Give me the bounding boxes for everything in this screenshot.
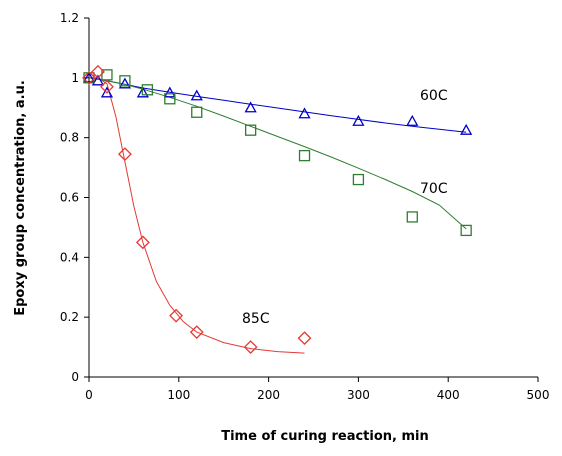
fit-curve-60c <box>88 77 467 133</box>
point-70c <box>119 75 131 87</box>
point-85c <box>189 325 204 340</box>
series-label-60c: 60C <box>420 88 448 104</box>
point-85c <box>297 331 312 346</box>
point-60c <box>298 107 311 119</box>
point-70c <box>101 69 113 81</box>
point-85c <box>82 70 96 85</box>
fit-curve-85c <box>89 77 305 354</box>
x-tick-label: 200 <box>257 388 280 402</box>
point-85c <box>118 147 132 162</box>
y-tick-label: 0 <box>71 370 79 384</box>
series-label-85c: 85C <box>242 311 270 327</box>
point-60c <box>460 123 473 135</box>
x-tick-label: 0 <box>85 388 93 402</box>
point-60c <box>82 71 96 83</box>
point-60c <box>91 74 105 86</box>
point-70c <box>191 106 203 118</box>
point-70c <box>460 224 472 237</box>
y-tick-label: 0.2 <box>60 310 79 324</box>
point-60c <box>118 77 132 89</box>
y-axis-title: Epoxy group concentration, a.u. <box>13 80 28 316</box>
point-70c <box>141 84 154 96</box>
series-labels: 60C 70C 85C <box>242 88 448 327</box>
y-tick-label: 0.6 <box>60 191 79 205</box>
point-85c <box>169 308 184 323</box>
x-tick-label: 400 <box>437 388 460 402</box>
point-85c <box>243 340 258 355</box>
axes <box>84 17 539 382</box>
point-70c <box>352 173 365 186</box>
x-axis-title: Time of curing reaction, min <box>221 429 429 444</box>
point-70c <box>83 72 95 84</box>
tick-labels: 0 100 200 300 400 500 0 0.2 0.4 0.6 0.8 1 1.2 <box>60 11 550 402</box>
point-60c <box>163 86 176 98</box>
point-70c <box>298 149 311 162</box>
point-60c <box>136 86 149 98</box>
point-60c <box>406 114 419 126</box>
x-tick-label: 500 <box>527 388 550 402</box>
point-60c <box>100 86 114 98</box>
point-60c <box>190 89 203 101</box>
y-tick-label: 1 <box>71 71 79 85</box>
point-70c <box>164 93 176 105</box>
point-70c <box>406 211 418 223</box>
point-60c <box>352 114 365 126</box>
fit-curves <box>88 77 467 354</box>
x-tick-label: 100 <box>167 388 190 402</box>
series-label-70c: 70C <box>420 181 448 197</box>
fit-curve-70c <box>88 77 467 230</box>
y-tick-label: 0.8 <box>60 131 79 145</box>
point-85c <box>135 235 150 250</box>
x-tick-label: 300 <box>347 388 370 402</box>
point-60c <box>244 101 257 113</box>
point-85c <box>100 79 114 94</box>
point-70c <box>244 124 257 136</box>
point-85c <box>91 64 105 79</box>
data-points <box>82 64 473 355</box>
y-tick-label: 1.2 <box>60 11 79 25</box>
y-tick-label: 0.4 <box>60 250 79 264</box>
